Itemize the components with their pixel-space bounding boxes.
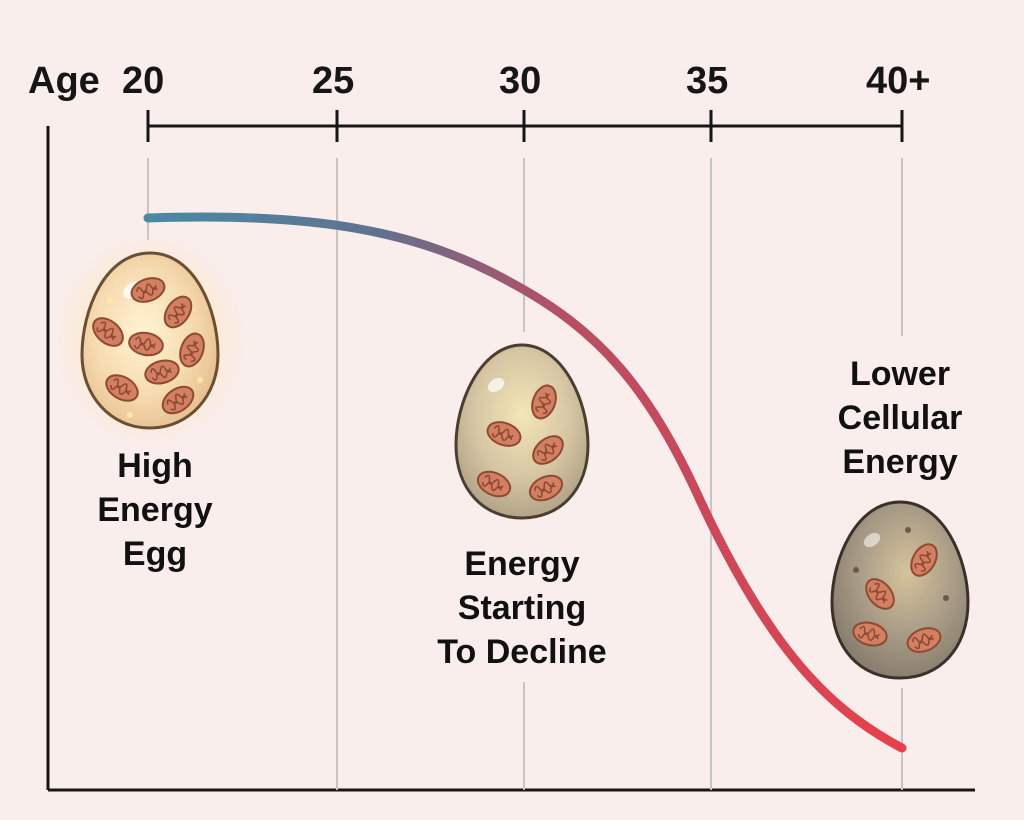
declining-energy-caption: Energy Starting To Decline: [437, 545, 607, 671]
age-tick-label: 35: [686, 60, 729, 102]
low-energy-egg: [830, 500, 970, 680]
high-energy-caption: High Energy Egg: [97, 447, 213, 573]
age-axis-prefix: Age: [28, 60, 100, 102]
age-tick-label: 30: [499, 60, 542, 102]
age-tick-label: 40+: [866, 60, 931, 102]
declining-energy-egg: [454, 343, 590, 520]
low-energy-caption: Lower Cellular Energy: [837, 355, 963, 481]
age-tick-label: 25: [312, 60, 355, 102]
energy-curve: [143, 212, 907, 753]
age-tick-label: 20: [122, 60, 165, 102]
high-energy-egg: [52, 230, 248, 450]
